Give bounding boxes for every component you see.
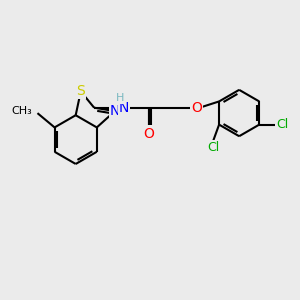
Text: Cl: Cl bbox=[276, 118, 288, 131]
Text: H: H bbox=[116, 93, 124, 103]
Text: N: N bbox=[119, 101, 129, 115]
Text: N: N bbox=[110, 104, 120, 118]
Text: Cl: Cl bbox=[207, 141, 219, 154]
Text: CH₃: CH₃ bbox=[11, 106, 32, 116]
Text: S: S bbox=[76, 84, 85, 98]
Text: O: O bbox=[144, 127, 154, 140]
Text: O: O bbox=[191, 101, 202, 115]
